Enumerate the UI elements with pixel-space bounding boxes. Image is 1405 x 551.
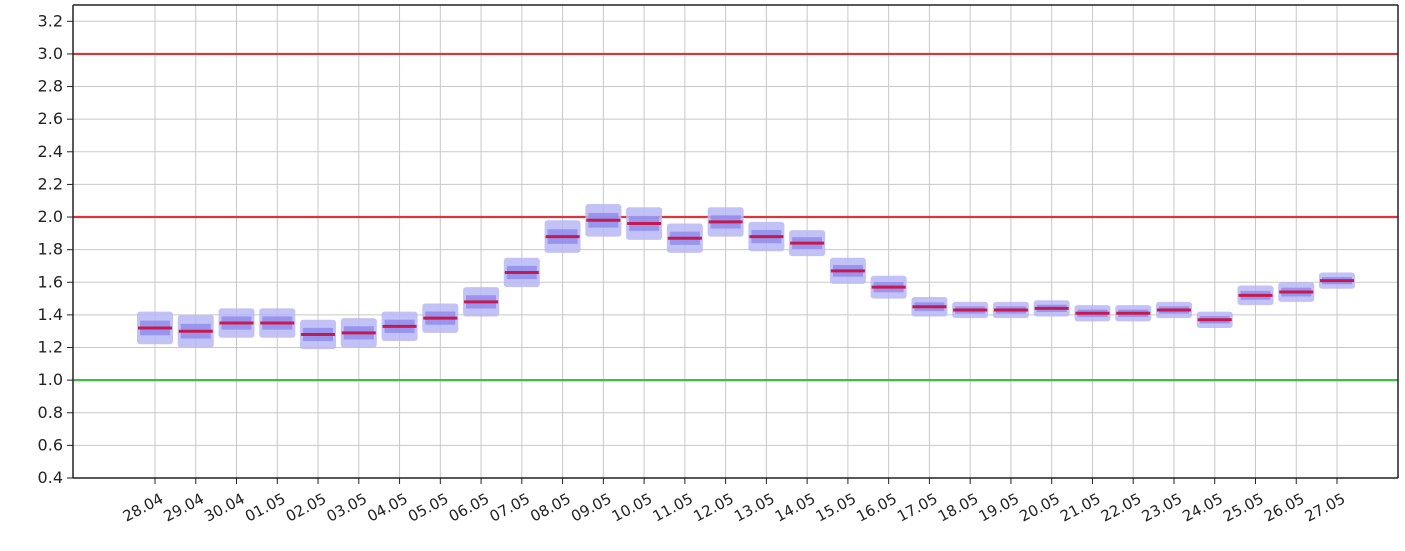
x-tick-label: 05.05 — [405, 490, 451, 526]
x-tick-label: 25.05 — [1220, 490, 1266, 526]
x-tick-label: 19.05 — [976, 490, 1022, 526]
box-item — [952, 301, 989, 319]
y-tick-label: 2.8 — [38, 77, 63, 96]
box-item — [1237, 285, 1274, 306]
x-tick-label: 27.05 — [1302, 490, 1348, 526]
box-item — [137, 311, 173, 345]
box-item — [585, 203, 622, 237]
box-item — [259, 308, 296, 338]
y-tick-label: 2.4 — [38, 142, 63, 161]
box-item — [666, 223, 703, 253]
box-item — [789, 230, 826, 257]
box-item — [218, 308, 255, 338]
x-tick-label: 23.05 — [1139, 490, 1185, 526]
box-item — [992, 301, 1029, 319]
y-tick-label: 1.8 — [38, 240, 63, 259]
x-tick-label: 09.05 — [568, 490, 614, 526]
x-tick-label: 01.05 — [242, 490, 288, 526]
box-item — [829, 257, 866, 284]
x-tick-label: 11.05 — [650, 490, 696, 526]
y-tick-label: 0.6 — [38, 435, 63, 454]
x-tick-label: 28.04 — [120, 490, 166, 526]
x-tick-label: 06.05 — [446, 490, 492, 526]
box-item — [503, 257, 540, 288]
box-item — [1074, 305, 1111, 322]
y-tick-label: 2.0 — [38, 207, 63, 226]
box-item — [707, 207, 744, 237]
box-item — [748, 221, 785, 252]
y-tick-label: 2.6 — [38, 109, 63, 128]
box-item — [1196, 311, 1233, 328]
box-item — [544, 220, 581, 253]
box-item — [177, 314, 214, 348]
y-tick-label: 1.2 — [38, 338, 63, 357]
x-tick-label: 29.04 — [161, 490, 207, 526]
y-tick-label: 1.0 — [38, 370, 63, 389]
x-tick-label: 13.05 — [731, 490, 777, 526]
box-item — [911, 296, 948, 317]
x-tick-label: 08.05 — [527, 490, 573, 526]
x-tick-label: 18.05 — [935, 490, 981, 526]
box-item — [1033, 300, 1070, 317]
box-item — [626, 207, 663, 240]
y-tick-label: 0.8 — [38, 403, 63, 422]
x-tick-label: 14.05 — [772, 490, 818, 526]
box-item — [1155, 301, 1192, 319]
x-tick-label: 07.05 — [487, 490, 533, 526]
y-tick-label: 1.4 — [38, 305, 63, 324]
x-tick-label: 26.05 — [1261, 490, 1307, 526]
box-item — [1278, 282, 1315, 302]
x-tick-label: 21.05 — [1057, 490, 1103, 526]
x-tick-label: 04.05 — [364, 490, 410, 526]
x-tick-label: 16.05 — [853, 490, 899, 526]
box-item — [463, 287, 500, 317]
axes — [67, 4, 1399, 484]
box-item — [422, 303, 459, 333]
x-tick-label: 15.05 — [813, 490, 859, 526]
x-tick-label: 17.05 — [894, 490, 940, 526]
box-item — [1319, 272, 1355, 289]
x-tick-label: 10.05 — [609, 490, 655, 526]
y-tick-label: 2.2 — [38, 174, 63, 193]
y-tick-label: 3.2 — [38, 11, 63, 30]
grid-layer — [73, 5, 1398, 479]
x-tick-label: 03.05 — [324, 490, 370, 526]
x-tick-label: 02.05 — [283, 490, 329, 526]
x-tick-labels: 28.0429.0430.0401.0502.0503.0504.0505.05… — [120, 490, 1348, 526]
x-tick-label: 24.05 — [1179, 490, 1225, 526]
x-tick-label: 20.05 — [1016, 490, 1062, 526]
x-tick-label: 22.05 — [1098, 490, 1144, 526]
x-tick-label: 30.04 — [201, 490, 247, 526]
x-tick-label: 12.05 — [690, 490, 736, 526]
box-item — [1115, 305, 1152, 322]
box-item — [381, 311, 418, 341]
box-item — [340, 318, 377, 348]
y-tick-label: 3.0 — [38, 44, 63, 63]
box-item — [300, 319, 337, 350]
y-tick-label: 1.6 — [38, 272, 63, 291]
y-tick-label: 0.4 — [38, 468, 63, 487]
y-tick-labels: 0.4 0.6 0.8 1.0 1.2 1.4 1.6 1.8 2.0 2.2 2.4 2.6 2.8 3… — [38, 11, 63, 487]
box-layer — [137, 203, 1355, 350]
box-item — [870, 275, 907, 299]
